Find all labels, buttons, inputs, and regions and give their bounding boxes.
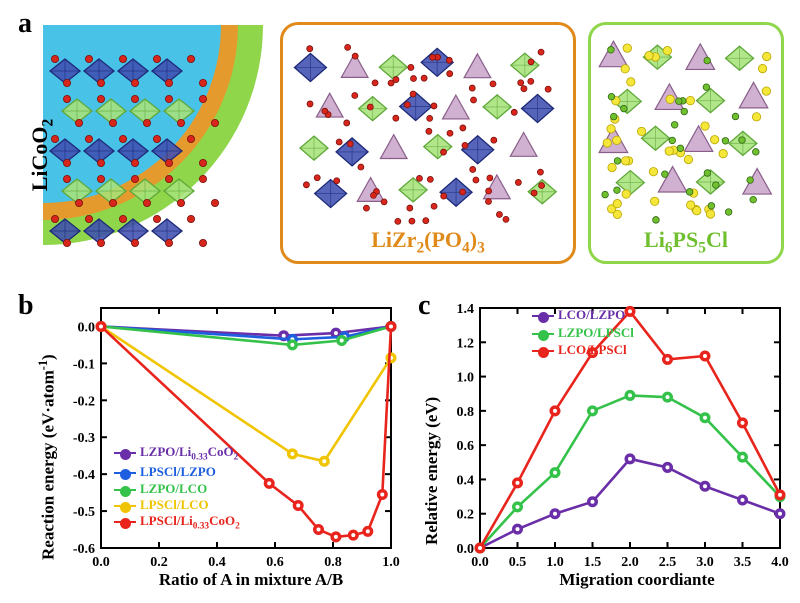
legend-item: LCO/LPSCl	[532, 341, 634, 359]
svg-text:4.0: 4.0	[771, 555, 789, 570]
chart-b-legend: LZPO/Li0.33CoO2LPSCl/LZPOLZPO/LCOLPSCl/L…	[114, 444, 240, 533]
struct-licoo2: LiCoO2	[40, 22, 266, 264]
svg-text:-0.6: -0.6	[73, 542, 95, 557]
svg-text:1.0: 1.0	[546, 555, 564, 570]
chart-c-legend: LCO/LZPOLZPO/LPSClLCO/LPSCl	[532, 306, 634, 359]
chart-b: 0.0 0.2 0.4 0.6 0.8 1.0 0.0 -0.1 -0.2 -0.3 -0.4 -0.…	[46, 300, 406, 590]
svg-text:0.0: 0.0	[78, 320, 96, 335]
legend-item: LPSCl/LCO	[114, 497, 240, 513]
svg-text:0.0: 0.0	[92, 555, 110, 570]
legend-item: LZPO/LCO	[114, 481, 240, 497]
svg-text:0.6: 0.6	[266, 555, 284, 570]
panel-label-a: a	[18, 8, 32, 40]
struct-lpscl: Li6PS5Cl	[588, 22, 784, 264]
svg-text:0.0: 0.0	[471, 555, 489, 570]
svg-text:1.2: 1.2	[457, 336, 475, 351]
svg-text:1.4: 1.4	[457, 302, 475, 317]
licoo2-svg	[43, 25, 263, 261]
svg-text:-0.4: -0.4	[73, 468, 95, 483]
svg-text:1.0: 1.0	[457, 371, 475, 386]
svg-text:0.8: 0.8	[324, 555, 342, 570]
lzpo-svg	[283, 25, 573, 261]
svg-text:-0.1: -0.1	[73, 357, 95, 372]
struct-lzpo: LiZr2(PO4)3	[280, 22, 576, 264]
chart-b-ylabel: Reaction energy (eV·atom-1)	[36, 354, 59, 560]
label-licoo2: LiCoO2	[27, 65, 57, 245]
svg-text:0.4: 0.4	[457, 473, 475, 488]
figure-root: a b c LiCoO2 LiZr2(PO4)3 Li6PS5Cl 0.0 0.2…	[0, 0, 800, 603]
label-lpscl: Li6PS5Cl	[591, 227, 781, 257]
svg-text:0.4: 0.4	[208, 555, 226, 570]
svg-text:0.5: 0.5	[509, 555, 527, 570]
legend-item: LCO/LZPO	[532, 306, 634, 324]
svg-text:-0.2: -0.2	[73, 394, 95, 409]
svg-text:2.5: 2.5	[659, 555, 677, 570]
svg-text:-0.3: -0.3	[73, 431, 95, 446]
legend-item: LZPO/LPSCl	[532, 324, 634, 342]
svg-text:2.0: 2.0	[621, 555, 639, 570]
chart-b-xlabel: Ratio of A in mixture A/B	[116, 570, 386, 590]
svg-text:0.8: 0.8	[457, 405, 475, 420]
panel-label-c: c	[418, 290, 430, 322]
chart-c: 0.0 0.5 1.0 1.5 2.0 2.5 3.0 3.5 4.0 0.0 0.2 0.4 0.6 0…	[432, 300, 792, 590]
legend-item: LPSCl/Li0.33CoO2	[114, 513, 240, 533]
svg-text:3.5: 3.5	[734, 555, 752, 570]
svg-text:0.2: 0.2	[457, 508, 475, 523]
svg-text:1.5: 1.5	[584, 555, 602, 570]
svg-text:-0.5: -0.5	[73, 505, 95, 520]
svg-text:0.6: 0.6	[457, 439, 475, 454]
svg-text:1.0: 1.0	[382, 555, 400, 570]
svg-text:0.2: 0.2	[150, 555, 168, 570]
chart-c-xlabel: Migration coordiante	[502, 570, 772, 590]
svg-text:3.0: 3.0	[696, 555, 714, 570]
panel-label-b: b	[18, 290, 34, 322]
label-lzpo: LiZr2(PO4)3	[283, 227, 573, 257]
lpscl-svg	[591, 25, 781, 261]
legend-item: LPSCl/LZPO	[114, 464, 240, 480]
chart-c-ylabel: Relative energy (eV)	[422, 397, 442, 545]
svg-text:0.0: 0.0	[457, 542, 475, 557]
legend-item: LZPO/Li0.33CoO2	[114, 444, 240, 464]
